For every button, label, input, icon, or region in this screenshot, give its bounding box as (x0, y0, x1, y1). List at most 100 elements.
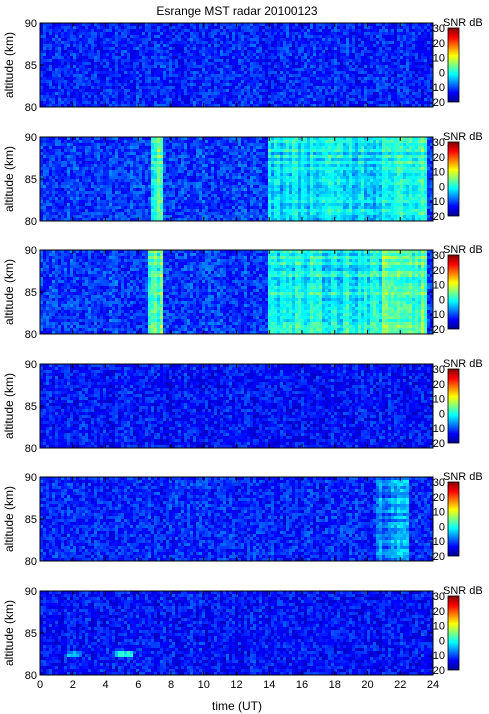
heatmap-cell (235, 26, 239, 30)
heatmap-cell (154, 26, 158, 30)
heatmap-cell (115, 92, 119, 96)
heatmap-cell (325, 65, 329, 69)
heatmap-cell (64, 161, 68, 165)
heatmap-cell (121, 164, 125, 168)
heatmap-cell (100, 35, 104, 39)
heatmap-cell (238, 29, 242, 33)
heatmap-cell (82, 182, 86, 186)
heatmap-cell (109, 92, 113, 96)
heatmap-cell (94, 137, 98, 141)
heatmap-cell (199, 92, 203, 96)
heatmap-cell (133, 197, 137, 201)
heatmap-cell (154, 143, 158, 147)
heatmap-cell (310, 77, 314, 81)
heatmap-cell (376, 95, 380, 99)
heatmap-cell (430, 26, 434, 30)
heatmap-cell (115, 80, 119, 84)
heatmap-cell (154, 95, 158, 99)
heatmap-cell (79, 176, 83, 180)
heatmap-cell (91, 143, 95, 147)
heatmap-cell (280, 32, 284, 36)
heatmap-cell (202, 29, 206, 33)
heatmap-cell (211, 95, 215, 99)
heatmap-cell (190, 26, 194, 30)
heatmap-cell (52, 185, 56, 189)
heatmap-cell (409, 41, 413, 45)
heatmap-cell (118, 95, 122, 99)
heatmap-cell (73, 218, 77, 222)
heatmap-cell (160, 191, 164, 195)
heatmap-cell (109, 173, 113, 177)
heatmap-cell (139, 104, 143, 108)
heatmap-cell (136, 95, 140, 99)
heatmap-cell (268, 62, 272, 66)
heatmap-cell (364, 68, 368, 72)
heatmap-cell (55, 182, 59, 186)
heatmap-cell (121, 185, 125, 189)
heatmap-cell (418, 83, 422, 87)
heatmap-cell (100, 95, 104, 99)
heatmap-cell (91, 77, 95, 81)
heatmap-cell (328, 98, 332, 102)
heatmap-cell (367, 50, 371, 54)
heatmap-cell (388, 86, 392, 90)
heatmap-cell (148, 80, 152, 84)
heatmap-cell (82, 191, 86, 195)
heatmap-cell (49, 182, 53, 186)
heatmap-cell (97, 218, 101, 222)
heatmap-cell (235, 53, 239, 57)
heatmap-cell (373, 86, 377, 90)
heatmap-cell (223, 53, 227, 57)
heatmap-cell (85, 155, 89, 159)
heatmap-cell (271, 59, 275, 63)
heatmap-cell (40, 98, 44, 102)
heatmap-cell (70, 74, 74, 78)
heatmap-cell (370, 56, 374, 60)
heatmap-cell (205, 77, 209, 81)
heatmap-cell (175, 176, 179, 180)
heatmap-cell (88, 164, 92, 168)
heatmap-cell (169, 74, 173, 78)
heatmap-cell (229, 80, 233, 84)
heatmap-cell (166, 143, 170, 147)
heatmap-cell (88, 77, 92, 81)
heatmap-cell (178, 53, 182, 57)
heatmap-cell (358, 53, 362, 57)
heatmap-cell (274, 38, 278, 42)
y-tick-label: 80 (25, 102, 37, 114)
heatmap-cell (157, 185, 161, 189)
heatmap-cell (130, 215, 134, 219)
heatmap-cell (262, 50, 266, 54)
heatmap-cell (238, 98, 242, 102)
heatmap-cell (88, 101, 92, 105)
heatmap-cell (103, 65, 107, 69)
heatmap-cell (88, 158, 92, 162)
heatmap-cell (124, 41, 128, 45)
heatmap-cell (160, 23, 164, 27)
heatmap-cell (157, 215, 161, 219)
heatmap-cell (196, 77, 200, 81)
heatmap-cell (292, 38, 296, 42)
heatmap-cell (70, 23, 74, 27)
heatmap-cell (163, 35, 167, 39)
heatmap-cell (424, 65, 428, 69)
heatmap-cell (217, 26, 221, 30)
heatmap-cell (340, 98, 344, 102)
heatmap-cell (304, 65, 308, 69)
heatmap-cell (82, 35, 86, 39)
heatmap-cell (43, 167, 47, 171)
heatmap-cell (172, 68, 176, 72)
heatmap-cell (139, 32, 143, 36)
heatmap-cell (100, 74, 104, 78)
heatmap-cell (61, 74, 65, 78)
heatmap-cell (295, 83, 299, 87)
heatmap-cell (121, 62, 125, 66)
heatmap-cell (103, 98, 107, 102)
heatmap-cell (355, 95, 359, 99)
heatmap-cell (190, 92, 194, 96)
heatmap-cell (85, 185, 89, 189)
heatmap-cell (211, 65, 215, 69)
heatmap-cell (358, 65, 362, 69)
heatmap-cell (103, 206, 107, 210)
